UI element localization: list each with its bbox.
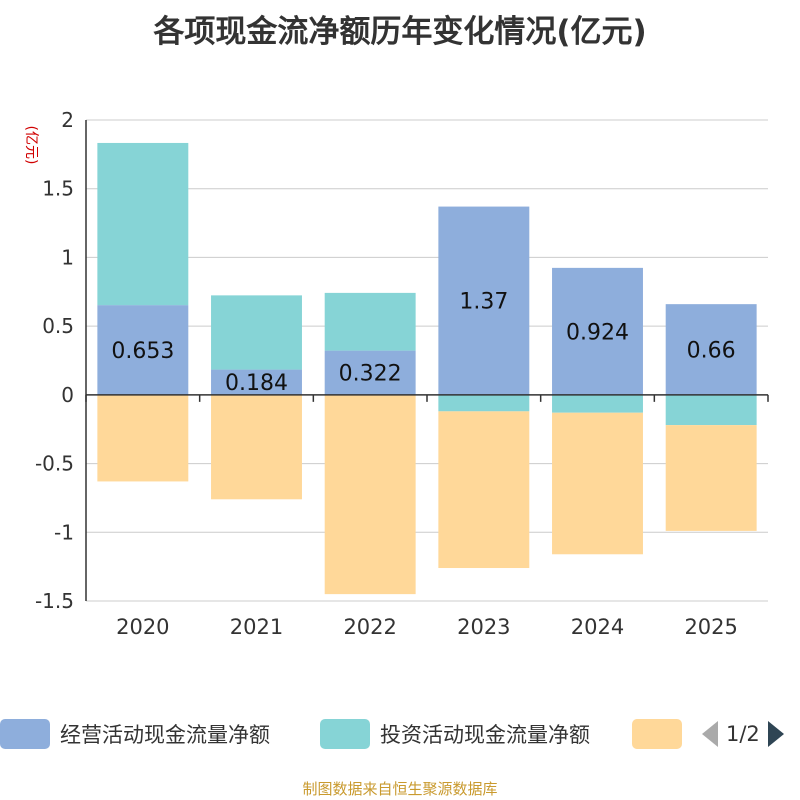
x-tick-label: 2025	[684, 615, 737, 639]
bar-series2-2023	[438, 394, 530, 412]
bar-series1-2020	[97, 305, 189, 395]
legend-item-operating[interactable]: 经营活动现金流量净额	[0, 712, 270, 756]
legend-label-investing: 投资活动现金流量净额	[380, 723, 590, 747]
y-axis-label: (亿元)	[23, 126, 39, 165]
y-tick-label: 0	[61, 383, 74, 407]
legend-swatch-operating	[0, 719, 50, 749]
x-tick-label: 2022	[343, 615, 396, 639]
bar-series2-2024	[552, 394, 643, 413]
pager-prev-icon[interactable]	[700, 720, 720, 748]
bar-series3-2020	[97, 394, 189, 482]
y-tick-label: -0.5	[35, 452, 74, 476]
legend: 经营活动现金流量净额 投资活动现金流量净额 1/2	[0, 712, 800, 756]
x-tick-label: 2021	[230, 615, 283, 639]
chart-title: 各项现金流净额历年变化情况(亿元)	[153, 14, 647, 50]
bar-series2-2025	[665, 394, 757, 426]
bar-series2-2022	[324, 292, 416, 351]
bar-series2-2020	[97, 142, 189, 306]
bar-series2-2021	[211, 295, 302, 370]
pager-page-indicator: 1/2	[726, 722, 760, 746]
bar-series3-2022	[324, 394, 416, 595]
y-tick-label: 1	[61, 245, 74, 269]
y-tick-label: -1	[54, 520, 74, 544]
footer-source: 制图数据来自恒生聚源数据库	[302, 780, 498, 798]
legend-item-financing[interactable]	[632, 712, 692, 756]
bar-series1-2021	[211, 369, 302, 395]
y-tick-label: -1.5	[35, 589, 74, 613]
bar-series1-2024	[552, 267, 643, 395]
data-label: 0.924	[566, 320, 629, 345]
bar-series3-2023	[438, 411, 530, 569]
legend-label-operating: 经营活动现金流量净额	[60, 723, 270, 747]
pager-next-icon[interactable]	[766, 720, 786, 748]
chart-plot: 2 1.5 1 0.5 0 -0.5 -1 -1.5 (亿元) 0.653 0.184 0.322 1.…	[23, 108, 769, 639]
legend-swatch-investing	[320, 719, 370, 749]
x-tick-label: 2023	[457, 615, 510, 639]
y-tick-label: 1.5	[42, 177, 74, 201]
bar-series1-2025	[665, 304, 757, 395]
y-tick-label: 2	[61, 108, 74, 132]
legend-item-investing[interactable]: 投资活动现金流量净额	[320, 712, 590, 756]
data-label: 0.184	[225, 371, 288, 396]
bar-series1-2022	[324, 350, 416, 395]
x-tick-label: 2024	[571, 615, 624, 639]
data-label: 0.66	[687, 339, 736, 364]
data-label: 0.322	[339, 362, 402, 387]
bar-series3-2025	[665, 425, 757, 531]
y-tick-label: 0.5	[42, 314, 74, 338]
bar-series3-2024	[552, 412, 643, 555]
x-tick-label: 2020	[116, 615, 169, 639]
bar-series1-2023	[438, 206, 530, 395]
legend-swatch-financing	[632, 719, 682, 749]
data-label: 1.37	[459, 290, 508, 315]
legend-pager: 1/2	[700, 712, 800, 756]
data-label: 0.653	[111, 339, 174, 364]
bar-series3-2021	[211, 394, 302, 500]
